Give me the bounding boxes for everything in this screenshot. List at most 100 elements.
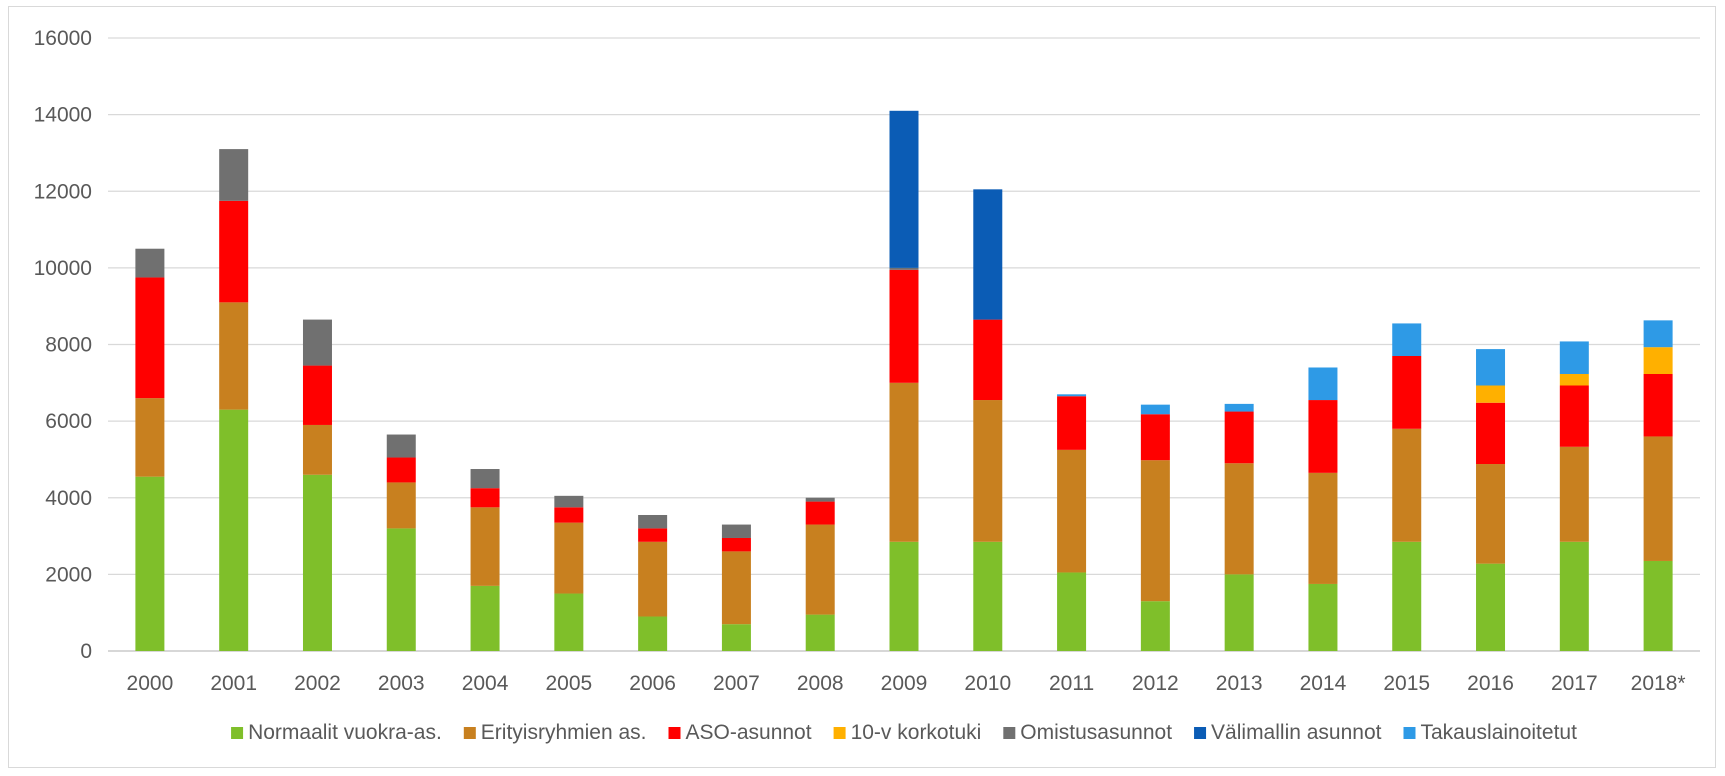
bar-segment bbox=[973, 319, 1003, 401]
bar-segment bbox=[638, 528, 668, 542]
y-tick-label: 4000 bbox=[45, 487, 92, 510]
bar-segment bbox=[889, 541, 919, 651]
legend-entry: Omistusasunnot bbox=[1020, 721, 1172, 744]
bar-segment bbox=[889, 267, 919, 270]
x-tick-label: 2010 bbox=[964, 672, 1011, 695]
x-tick-label: 2001 bbox=[210, 672, 257, 695]
bar-segment bbox=[1392, 541, 1422, 651]
bar-segment bbox=[1308, 400, 1338, 473]
bar-segment bbox=[386, 482, 416, 529]
bar-segment bbox=[973, 400, 1003, 542]
y-tick-label: 10000 bbox=[34, 257, 92, 280]
bar-segment bbox=[805, 497, 835, 502]
bar-segment bbox=[1476, 402, 1506, 465]
bar-segment bbox=[805, 614, 835, 651]
bar-segment bbox=[721, 624, 751, 651]
y-tick-label: 16000 bbox=[34, 27, 92, 50]
bar-segment bbox=[219, 302, 249, 410]
bar-segment bbox=[1140, 460, 1170, 602]
bar-segment bbox=[973, 541, 1003, 651]
bar-segment bbox=[135, 476, 165, 651]
bar-segment bbox=[1643, 320, 1673, 348]
bar-segment bbox=[1057, 394, 1087, 397]
x-tick-label: 2014 bbox=[1300, 672, 1347, 695]
bar-segment bbox=[135, 398, 165, 477]
bar-segment bbox=[1224, 574, 1254, 651]
y-tick-label: 12000 bbox=[34, 180, 92, 203]
bar-segment bbox=[470, 585, 500, 651]
legend-swatch bbox=[1403, 727, 1416, 739]
bar-segment bbox=[1308, 583, 1338, 651]
bar-segment bbox=[1643, 436, 1673, 561]
bar-segment bbox=[1559, 341, 1589, 375]
bar-segment bbox=[470, 469, 500, 489]
bar-segment bbox=[302, 319, 332, 366]
x-tick-label: 2011 bbox=[1049, 672, 1094, 695]
bar-segment bbox=[805, 501, 835, 525]
bar-segment bbox=[219, 200, 249, 303]
legend-entry: Takauslainoitetut bbox=[1420, 721, 1577, 744]
x-tick-label: 2008 bbox=[797, 672, 844, 695]
bar-segment bbox=[470, 488, 500, 508]
bar-segment bbox=[1559, 374, 1589, 386]
bar-segment bbox=[1224, 463, 1254, 575]
bar-segment bbox=[889, 382, 919, 542]
bars bbox=[135, 110, 1673, 651]
legend-swatch bbox=[833, 727, 846, 739]
legend-swatch bbox=[1194, 727, 1207, 739]
bar-segment bbox=[386, 434, 416, 458]
bar-segment bbox=[1140, 414, 1170, 461]
legend: Normaalit vuokra-as. Erityisryhmien as. AS… bbox=[231, 721, 1577, 744]
bar-segment bbox=[805, 524, 835, 615]
bar-segment bbox=[1308, 472, 1338, 584]
bar-segment bbox=[1643, 560, 1673, 651]
legend-swatch bbox=[231, 727, 244, 739]
x-tick-label: 2004 bbox=[462, 672, 509, 695]
bar-segment bbox=[889, 269, 919, 383]
y-tick-label: 2000 bbox=[45, 563, 92, 586]
bar-segment bbox=[721, 524, 751, 538]
bar-segment bbox=[638, 514, 668, 529]
x-axis-ticks: 2000 2001 2002 2003 2004 2005 2006 2007 2008 2009… bbox=[127, 672, 1686, 695]
bar-segment bbox=[135, 277, 165, 399]
y-tick-label: 6000 bbox=[45, 410, 92, 433]
x-tick-label: 2009 bbox=[881, 672, 928, 695]
x-tick-label: 2006 bbox=[629, 672, 676, 695]
y-tick-label: 14000 bbox=[34, 104, 92, 127]
bar-segment bbox=[1643, 347, 1673, 375]
x-tick-label: 2017 bbox=[1551, 672, 1598, 695]
legend-entry: Normaalit vuokra-as. bbox=[248, 721, 442, 744]
legend-entry: ASO-asunnot bbox=[686, 721, 812, 744]
bar-segment bbox=[721, 551, 751, 625]
bar-segment bbox=[973, 189, 1003, 320]
x-tick-label: 2015 bbox=[1383, 672, 1430, 695]
bar-segment bbox=[1559, 446, 1589, 542]
x-tick-label: 2016 bbox=[1467, 672, 1514, 695]
bar-segment bbox=[1392, 428, 1422, 542]
bar-segment bbox=[302, 474, 332, 651]
bar-segment bbox=[1643, 374, 1673, 437]
bar-segment bbox=[889, 110, 919, 268]
bar-segment bbox=[386, 457, 416, 483]
bar-segment bbox=[721, 537, 751, 552]
legend-entry: Erityisryhmien as. bbox=[481, 721, 647, 744]
bar-segment bbox=[1224, 411, 1254, 464]
y-tick-label: 0 bbox=[80, 640, 92, 663]
x-tick-label: 2005 bbox=[545, 672, 592, 695]
bar-segment bbox=[1224, 403, 1254, 412]
bar-segment bbox=[554, 507, 584, 523]
legend-swatch bbox=[668, 727, 681, 739]
x-tick-label: 2018* bbox=[1631, 672, 1686, 695]
y-axis-ticks: 0 2000 4000 6000 8000 10000 12000 14000 16000 bbox=[34, 27, 92, 663]
bar-segment bbox=[1140, 601, 1170, 651]
x-tick-label: 2003 bbox=[378, 672, 425, 695]
x-tick-label: 2013 bbox=[1216, 672, 1263, 695]
bar-segment bbox=[554, 593, 584, 651]
bar-segment bbox=[1476, 349, 1506, 386]
legend-entry: 10-v korkotuki bbox=[851, 721, 982, 744]
bar-segment bbox=[554, 522, 584, 594]
legend-swatch bbox=[1003, 727, 1016, 739]
bar-segment bbox=[219, 149, 249, 201]
bar-segment bbox=[1308, 367, 1338, 401]
